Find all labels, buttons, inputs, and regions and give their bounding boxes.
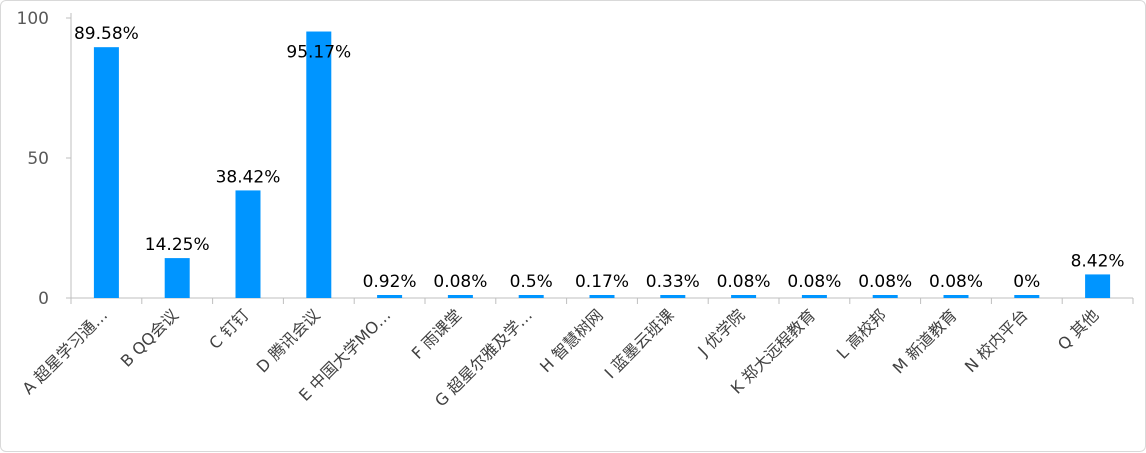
data-label: 0%: [1013, 272, 1040, 292]
category-label: C 钉钉: [205, 305, 253, 353]
category-label: L 高校邦: [833, 305, 890, 362]
data-label: 8.42%: [1071, 251, 1125, 271]
data-label: 89.58%: [74, 24, 139, 44]
bar[interactable]: [518, 295, 544, 298]
bar[interactable]: [660, 295, 686, 298]
data-label: 14.25%: [145, 235, 210, 255]
data-label: 0.92%: [363, 272, 417, 292]
category-label: I 蓝墨云班课: [601, 305, 678, 382]
category-label: H 智慧树网: [536, 305, 607, 376]
y-tick-label: 50: [27, 149, 49, 169]
category-label: D 腾讯会议: [253, 305, 324, 376]
bar[interactable]: [589, 295, 615, 298]
bar[interactable]: [447, 295, 473, 298]
data-label: 0.5%: [510, 272, 553, 292]
bar[interactable]: [731, 295, 757, 298]
data-label: 0.08%: [717, 272, 771, 292]
data-label: 0.17%: [575, 272, 629, 292]
bar[interactable]: [164, 258, 190, 298]
category-label: J 优学院: [693, 305, 748, 360]
bar[interactable]: [235, 190, 261, 298]
data-label: 0.33%: [646, 272, 700, 292]
data-label: 0.08%: [858, 272, 912, 292]
bar[interactable]: [93, 47, 119, 299]
bar[interactable]: [801, 295, 827, 298]
category-label: N 校内平台: [961, 305, 1032, 376]
data-label: 95.17%: [286, 43, 351, 63]
data-label: 0.08%: [433, 272, 487, 292]
bar[interactable]: [872, 295, 898, 298]
bar[interactable]: [306, 31, 332, 299]
category-label: Q 其他: [1054, 305, 1103, 354]
data-label: 38.42%: [216, 167, 281, 187]
bar[interactable]: [943, 295, 969, 298]
category-label: B QQ会议: [117, 305, 182, 370]
data-label: 0.08%: [929, 272, 983, 292]
bar[interactable]: [377, 295, 403, 298]
bar[interactable]: [1085, 274, 1111, 298]
category-label: A 超星学习通…: [19, 305, 112, 398]
data-label: 0.08%: [787, 272, 841, 292]
category-label: M 新道教育: [889, 305, 961, 377]
bar[interactable]: [1014, 295, 1040, 298]
y-tick-label: 0: [38, 289, 49, 309]
category-label: F 雨课堂: [408, 305, 465, 362]
y-tick-label: 100: [17, 9, 49, 29]
